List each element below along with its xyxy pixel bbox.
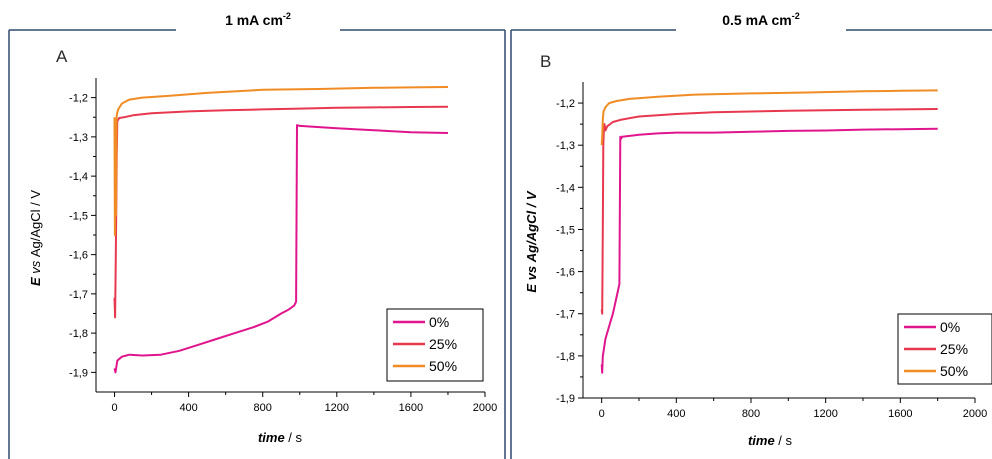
chart-a-legend-label: 50% <box>429 358 457 374</box>
panel-a-title: 1 mA cm-2 <box>225 11 291 28</box>
chart-b-series-line-0pct <box>600 127 938 374</box>
panel-b-frame <box>510 29 992 459</box>
chart-a-y-tick-label: -1,4 <box>69 171 88 183</box>
chart-b: -1,9 -1,8 -1,7 -1,6 -1,5 -1,4 -1,3 -1,2 0 400 800 1… <box>556 82 992 420</box>
chart-b-x-tick-label: 0 <box>599 408 605 420</box>
chart-b-y-tick-label: -1,8 <box>556 351 575 363</box>
chart-a-x-tick-label: 800 <box>254 402 272 414</box>
chart-b-y-tick-label: -1,7 <box>556 309 575 321</box>
chart-b-y-tick-label: -1,9 <box>556 393 575 405</box>
chart-a-ylabel: E vs Ag/AgCl / V <box>28 190 43 286</box>
chart-b-y-tick-label: -1,3 <box>556 140 575 152</box>
chart-a-series-line-25pct <box>113 105 449 319</box>
chart-a-x-tick-label: 0 <box>111 402 117 414</box>
chart-b-legend-label: 0% <box>940 319 960 335</box>
chart-b-x-tick-label: 800 <box>742 408 760 420</box>
chart-a-y-tick-label: -1,6 <box>69 250 88 262</box>
chart-b-xlabel: time / s <box>748 433 793 448</box>
chart-b-ylabel: E vs Ag/AgCl / V <box>524 190 539 292</box>
panel-b-letter: B <box>540 52 551 71</box>
panel-a-letter: A <box>56 47 68 66</box>
chart-a-x-tick-label: 400 <box>179 402 197 414</box>
panel-b-title: 0.5 mA cm-2 <box>722 11 800 28</box>
chart-a-xlabel: time / s <box>258 430 303 445</box>
chart-a-series-line-50pct <box>113 86 449 236</box>
chart-b-series-line-50pct <box>600 89 938 146</box>
chart-b-y-tick-label: -1,4 <box>556 182 575 194</box>
chart-b-y-tick-label: -1,2 <box>556 98 575 110</box>
chart-a-series-line-0pct <box>113 124 449 374</box>
chart-b-legend-label: 25% <box>940 341 968 357</box>
chart-b-legend-label: 50% <box>940 363 968 379</box>
chart-a-legend-label: 0% <box>429 314 449 330</box>
chart-a-legend-label: 25% <box>429 336 457 352</box>
chart-b-series-line-25pct <box>600 108 938 315</box>
chart-b-x-tick-label: 2000 <box>963 408 987 420</box>
chart-a-y-tick-label: -1,8 <box>69 328 88 340</box>
chart-a-y-tick-label: -1,2 <box>69 93 88 105</box>
chart-a-y-tick-label: -1,3 <box>69 132 88 144</box>
panel-a-frame <box>8 29 506 459</box>
chart-a-y-tick-label: -1,9 <box>69 367 88 379</box>
chart-a-y-tick-label: -1,5 <box>69 210 88 222</box>
chart-a-x-tick-label: 1200 <box>325 402 349 414</box>
chart-a-x-tick-label: 1600 <box>399 402 423 414</box>
chart-b-y-tick-label: -1,5 <box>556 224 575 236</box>
chart-b-y-tick-label: -1,6 <box>556 267 575 279</box>
chart-b-x-tick-label: 1600 <box>888 408 912 420</box>
chart-a-y-tick-label: -1,7 <box>69 289 88 301</box>
chart-a-x-tick-label: 2000 <box>473 402 497 414</box>
chart-a: -1,9 -1,8 -1,7 -1,6 -1,5 -1,4 -1,3 -1,2 0 400 800 1… <box>69 78 497 414</box>
chart-b-x-tick-label: 400 <box>667 408 685 420</box>
chart-b-x-tick-label: 1200 <box>813 408 837 420</box>
